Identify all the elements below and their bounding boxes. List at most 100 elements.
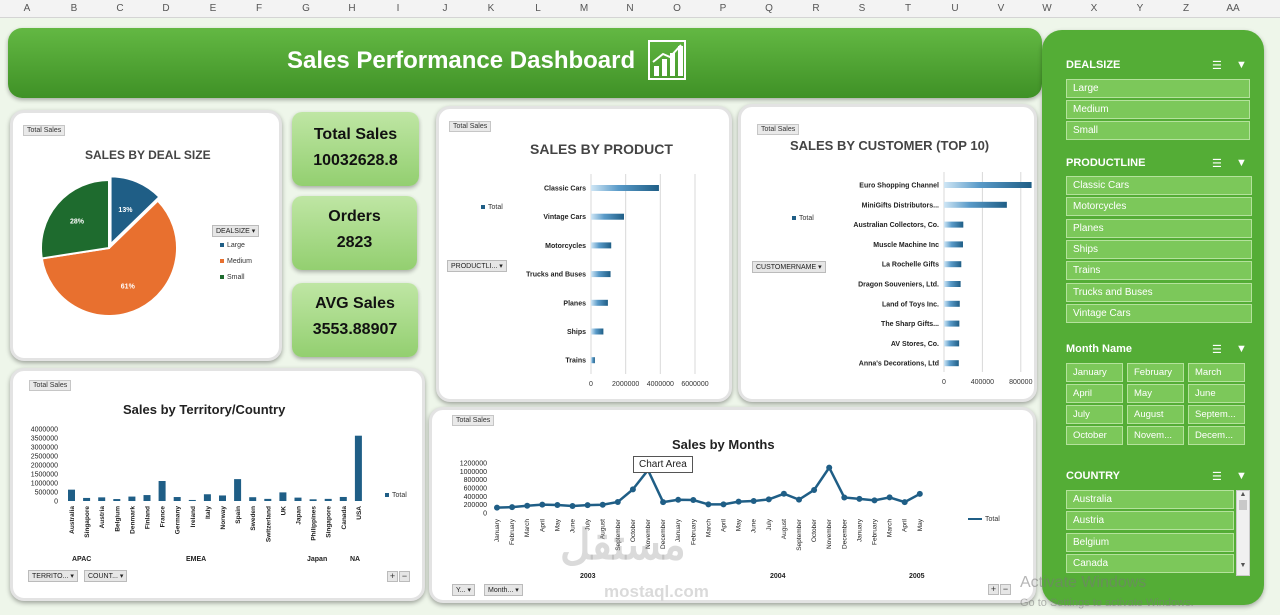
months-chart-panel[interactable]: Total Sales Sales by Months Total Y... ▾… <box>429 407 1036 603</box>
clear-filter-icon[interactable]: ▼ <box>1236 343 1247 355</box>
column-letter[interactable]: H <box>348 3 356 14</box>
scroll-thumb[interactable] <box>1239 500 1247 510</box>
column-letter[interactable]: J <box>442 3 448 14</box>
multi-select-icon[interactable]: ☰ <box>1212 344 1222 356</box>
slicer-item[interactable]: August <box>1127 405 1184 424</box>
clear-filter-icon[interactable]: ▼ <box>1236 157 1247 169</box>
column-letter[interactable]: I <box>396 3 400 14</box>
slicer-item[interactable]: October <box>1066 426 1123 445</box>
column-letter[interactable]: T <box>904 3 912 14</box>
column-letter[interactable]: P <box>719 3 727 14</box>
dealsize-filter-button[interactable]: DEALSIZE ▾ <box>212 225 260 237</box>
year-filter-button[interactable]: Y... ▾ <box>452 584 476 596</box>
slicer-item[interactable]: Belgium <box>1066 532 1234 552</box>
bar <box>944 261 962 268</box>
filter-label: DEALSIZE <box>216 228 250 235</box>
column-letter[interactable]: A <box>23 3 31 14</box>
category-label: Australian Collectors, Co. <box>853 222 939 229</box>
column-letter[interactable]: U <box>951 3 959 14</box>
field-chip[interactable]: Total Sales <box>757 124 800 135</box>
slicer-item[interactable]: July <box>1066 405 1123 424</box>
kpi-label: Orders <box>328 208 381 225</box>
chart-title: SALES BY PRODUCT <box>530 141 673 157</box>
expand-button[interactable]: + <box>387 571 398 582</box>
slicer-item[interactable]: Classic Cars <box>1066 176 1252 195</box>
field-chip[interactable]: Total Sales <box>452 415 495 426</box>
slicer-item[interactable]: Trucks and Buses <box>1066 282 1252 302</box>
category-label: Denmark <box>129 506 136 534</box>
column-letter[interactable]: K <box>487 3 495 14</box>
deal-size-chart-panel[interactable]: Total Sales SALES BY DEAL SIZE 13% 61% 28%… <box>10 110 282 361</box>
product-chart-panel[interactable]: Total Sales SALES BY PRODUCT Total PRODU… <box>436 106 732 402</box>
column-letter[interactable]: D <box>162 3 170 14</box>
multi-select-icon[interactable]: ☰ <box>1212 60 1222 72</box>
slicer-item[interactable]: Austria <box>1066 511 1234 531</box>
scroll-up-icon[interactable]: ▲ <box>1239 491 1247 498</box>
slicer-item[interactable]: March <box>1188 363 1245 382</box>
column-letter[interactable]: R <box>812 3 820 14</box>
slicer-item[interactable]: Australia <box>1066 490 1234 509</box>
country-filter-button[interactable]: COUNT... ▾ <box>84 570 128 582</box>
slicer-item[interactable]: Small <box>1066 121 1250 140</box>
column-letter[interactable]: N <box>626 3 634 14</box>
bar <box>98 497 106 501</box>
slicer-item[interactable]: Canada <box>1066 553 1234 573</box>
territory-chart-panel[interactable]: Total Sales Sales by Territory/Country T… <box>10 368 425 601</box>
slicer-item[interactable]: Vintage Cars <box>1066 303 1252 323</box>
months-line-chart: 120000010000008000006000004000002000000J… <box>460 461 925 581</box>
productline-filter-button[interactable]: PRODUCTLI... ▾ <box>447 260 507 272</box>
column-letter[interactable]: O <box>673 3 681 14</box>
column-letter[interactable]: W <box>1042 3 1052 14</box>
slicer-item[interactable]: Planes <box>1066 218 1252 238</box>
slicer-item[interactable]: Ships <box>1066 239 1252 259</box>
column-letter[interactable]: X <box>1090 3 1098 14</box>
territory-filter-button[interactable]: TERRITO... ▾ <box>28 570 78 582</box>
column-letter[interactable]: Z <box>1182 3 1190 14</box>
column-letter[interactable]: V <box>997 3 1005 14</box>
category-label: Australia <box>69 506 76 534</box>
scroll-down-icon[interactable]: ▼ <box>1239 562 1247 569</box>
customer-filter-button[interactable]: CUSTOMERNAME ▾ <box>752 261 826 273</box>
slicer-item[interactable]: January <box>1066 363 1123 382</box>
slicer-item[interactable]: February <box>1127 363 1184 382</box>
field-chip[interactable]: Total Sales <box>29 380 72 391</box>
slicer-item[interactable]: June <box>1188 384 1245 403</box>
chart-title: SALES BY DEAL SIZE <box>85 148 211 162</box>
column-letter[interactable]: C <box>116 3 124 14</box>
collapse-button[interactable]: − <box>399 571 410 582</box>
slicer-item[interactable]: Large <box>1066 79 1250 98</box>
column-letter[interactable]: S <box>858 3 866 14</box>
column-letter[interactable]: F <box>255 3 263 14</box>
field-chip[interactable]: Total Sales <box>449 121 492 132</box>
slicer-item[interactable]: Septem... <box>1188 405 1245 424</box>
pie-data-label: 13% <box>118 207 133 214</box>
slicer-item[interactable]: Medium <box>1066 100 1250 119</box>
slicer-item[interactable]: Trains <box>1066 261 1252 281</box>
clear-filter-icon[interactable]: ▼ <box>1236 470 1247 482</box>
collapse-button[interactable]: − <box>1000 584 1011 595</box>
slicer-item[interactable]: Decem... <box>1188 426 1245 445</box>
slicer-item[interactable]: Motorcycles <box>1066 197 1252 217</box>
month-filter-button[interactable]: Month... ▾ <box>484 584 523 596</box>
slicer-item[interactable]: Novem... <box>1127 426 1184 445</box>
customer-chart-panel[interactable]: Total Sales SALES BY CUSTOMER (TOP 10) T… <box>738 104 1037 402</box>
column-letter[interactable]: L <box>535 3 541 14</box>
expand-button[interactable]: + <box>988 584 999 595</box>
slicer-item[interactable]: May <box>1127 384 1184 403</box>
column-letter[interactable]: G <box>302 3 310 14</box>
data-point <box>886 494 893 501</box>
column-letter[interactable]: Q <box>765 3 773 14</box>
column-letter[interactable]: AA <box>1226 3 1240 14</box>
multi-select-icon[interactable]: ☰ <box>1212 158 1222 170</box>
column-letter[interactable]: Y <box>1136 3 1144 14</box>
clear-filter-icon[interactable]: ▼ <box>1236 59 1247 71</box>
column-letter[interactable]: M <box>579 3 589 14</box>
column-letter[interactable]: E <box>209 3 217 14</box>
slicer-item[interactable]: April <box>1066 384 1123 403</box>
data-point <box>660 499 667 506</box>
field-chip[interactable]: Total Sales <box>23 125 66 136</box>
multi-select-icon[interactable]: ☰ <box>1212 471 1222 483</box>
month-slicer-title: Month Name <box>1066 343 1132 355</box>
country-slicer-scrollbar[interactable]: ▲ ▼ <box>1236 490 1250 576</box>
column-letter[interactable]: B <box>70 3 78 14</box>
